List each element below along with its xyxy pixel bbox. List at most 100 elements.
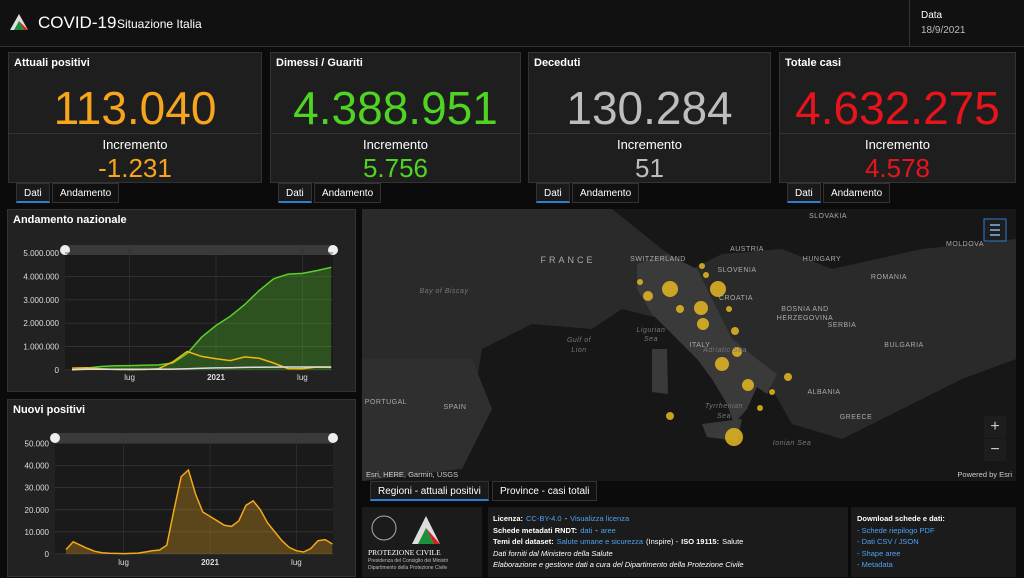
map-label: AUSTRIA [730, 246, 764, 253]
logo-text: Presidenza del Consiglio dei Ministri [368, 558, 449, 564]
tab[interactable]: Regioni - attuali positivi [370, 481, 489, 501]
increment-label: Incremento [864, 137, 931, 152]
separator [780, 133, 1015, 134]
download-link[interactable]: - Dati CSV / JSON [857, 537, 919, 546]
card: Attuali positivi 113.040 Incremento -1.231 [8, 52, 262, 183]
logo-text: PROTEZIONE CIVILE [368, 548, 441, 557]
card-value: 113.040 [53, 82, 217, 134]
info-text: Elaborazione e gestione dati a cura del … [493, 560, 744, 569]
card-title: Deceduti [534, 57, 581, 69]
map-label: MOLDOVA [946, 241, 984, 248]
map-label: Ligurian [637, 327, 666, 334]
map-label: HUNGARY [803, 256, 841, 263]
tab[interactable]: Andamento [572, 183, 640, 203]
map-label: Bay of Biscay [420, 288, 469, 295]
info-line: Schede metadati RNDT: dati - aree [493, 525, 843, 537]
logo-text: Dipartimento della Protezione Civile [368, 565, 448, 571]
separator [9, 133, 261, 134]
increment-value: 51 [635, 153, 664, 183]
increment-value: 4.578 [864, 153, 931, 183]
increment-label: Incremento [616, 137, 683, 152]
zoom-in[interactable] [984, 416, 1006, 438]
tab[interactable]: Dati [278, 183, 312, 203]
zoom-out[interactable] [984, 439, 1006, 461]
map-label: FRANCE [540, 255, 595, 265]
download-link[interactable]: - Shape aree [857, 548, 901, 558]
map-label: SLOVENIA [717, 267, 756, 274]
chart-panel: Nuovi positivi [7, 399, 356, 577]
tab[interactable]: Dati [16, 183, 50, 203]
tab[interactable]: Andamento [314, 183, 382, 203]
tab[interactable]: Dati [536, 183, 570, 203]
map-label: PORTUGAL [365, 399, 407, 406]
map-label: Lion [571, 347, 586, 354]
map-label: HERZEGOVINA [777, 315, 833, 322]
date-label: Data [921, 10, 943, 21]
chart-title: Nuovi positivi [13, 404, 86, 416]
separator [271, 133, 520, 134]
tab[interactable]: Andamento [52, 183, 120, 203]
map-label: Sea [717, 413, 731, 420]
app-subtitle: Situazione Italia [117, 17, 202, 31]
info-text: - [564, 514, 568, 523]
card-value: 4.388.951 [293, 82, 498, 134]
card-title: Attuali positivi [14, 57, 90, 69]
app-title: COVID-19 [38, 13, 117, 32]
link[interactable]: dati [580, 525, 593, 535]
increment-label: Incremento [362, 137, 429, 152]
chart-panel: Andamento nazionale [7, 209, 356, 392]
map: + − SLOVAKIA AUSTRIA HUNGARY MOLDOVA ROMANIA… [362, 209, 1016, 481]
info-line: Licenza: CC-BY-4.0- Visualizza licenza [493, 513, 843, 525]
map-label: CROATIA [719, 295, 753, 302]
map-label: Tyrrhenian [705, 403, 743, 410]
card-title: Totale casi [785, 57, 842, 69]
map-label: Adriatic Sea [702, 347, 747, 354]
logo [371, 515, 440, 544]
land [362, 209, 1016, 449]
info-line: Dati forniti dal Ministero della Salute [493, 548, 843, 560]
link[interactable]: CC-BY-4.0 [526, 514, 562, 523]
link[interactable]: Visualizza licenza [570, 514, 630, 523]
info-text: - [595, 525, 598, 535]
card-value: 130.284 [566, 82, 733, 134]
info-text: Dati forniti dal Ministero della Salute [493, 548, 613, 558]
map-label: ALBANIA [807, 389, 840, 396]
date: 18/9/2021 [921, 25, 966, 36]
map-label: BULGARIA [884, 342, 923, 349]
map-label: Ionian Sea [773, 440, 811, 447]
iberia [362, 359, 492, 481]
svg-text:−: − [990, 441, 999, 458]
map-label: SERBIA [828, 322, 857, 329]
attribution: Esri, HERE, Garmin, USGS [366, 470, 458, 479]
bubbles [637, 263, 792, 446]
card: Totale casi 4.632.275 Incremento 4.578 [779, 52, 1016, 183]
downloads-box: Download schede e dati: - Schede riepilo… [851, 507, 1016, 577]
map-label: ITALY [690, 342, 711, 349]
card-title: Dimessi / Guariti [276, 57, 363, 69]
map-label: SPAIN [444, 404, 467, 411]
link[interactable]: Salute umane e sicurezza [556, 537, 644, 546]
info-text: Schede metadati RNDT: [493, 525, 578, 535]
map-label: BOSNIA AND [781, 306, 828, 313]
card: Deceduti 130.284 Incremento 51 [528, 52, 771, 183]
link[interactable]: aree [600, 525, 616, 535]
tab[interactable]: Province - casi totali [492, 481, 598, 501]
download-link[interactable]: - Schede riepilogo PDF [857, 525, 935, 535]
downloads-title: Download schede e dati: [857, 514, 945, 523]
tab[interactable]: Dati [787, 183, 821, 203]
chart-title: Andamento nazionale [13, 214, 127, 226]
map-label: ROMANIA [871, 274, 907, 281]
download-link[interactable]: - Metadata [857, 560, 893, 569]
separator [529, 133, 770, 134]
tab[interactable]: Andamento [823, 183, 891, 203]
attribution: Powered by Esri [957, 470, 1012, 479]
card-value: 4.632.275 [795, 82, 1000, 134]
increment-label: Incremento [102, 137, 168, 152]
info-box: Licenza: CC-BY-4.0- Visualizza licenza Sche… [488, 507, 848, 577]
info-text: (Inspire) - [646, 537, 679, 546]
info-line: Elaborazione e gestione dati a cura del … [493, 559, 843, 571]
info-line: Temi del dataset: Salute umane e sicurezz… [493, 536, 843, 548]
increment-value: 5.756 [362, 153, 429, 183]
logo [10, 14, 28, 30]
map-label: Gulf of [567, 337, 592, 344]
